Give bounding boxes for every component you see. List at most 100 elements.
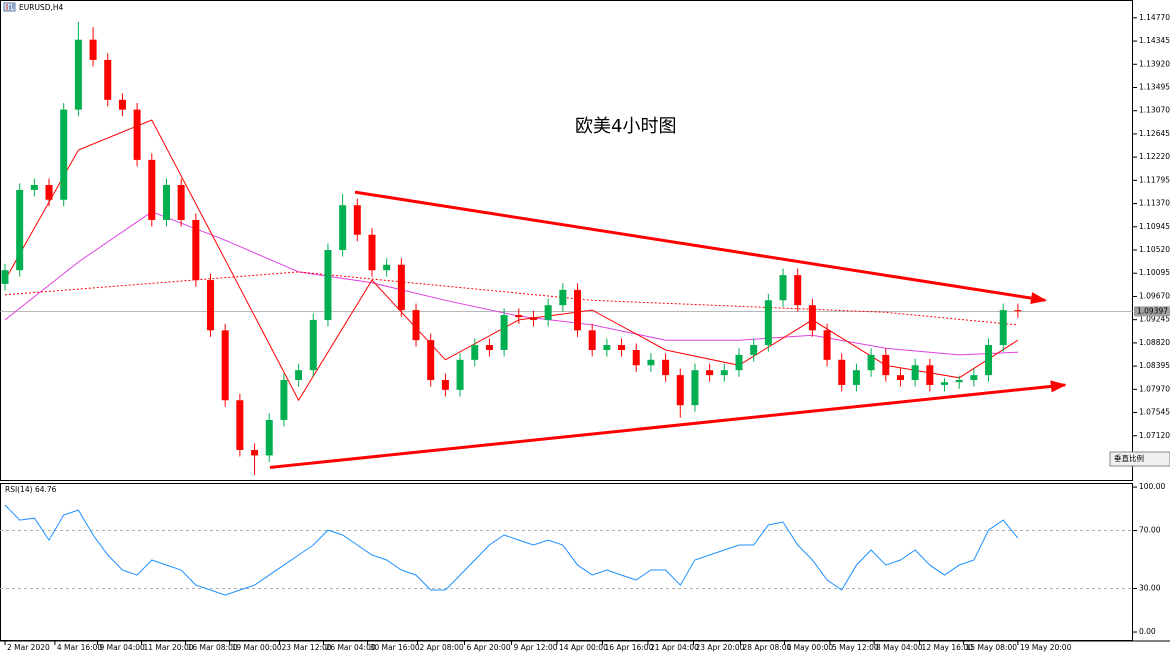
candle-body — [676, 375, 684, 406]
candle-body — [970, 375, 978, 381]
y-tick-label: 0.00 — [1139, 627, 1156, 636]
last-price-box — [1134, 306, 1170, 317]
y-tick-label: 1.07970 — [1139, 384, 1170, 393]
candle-body — [295, 370, 303, 381]
x-tick-label: 4 Mar 16:00 — [57, 643, 103, 652]
rsi-title: RSI(14) 64.76 — [5, 485, 57, 494]
symbol-icon — [3, 2, 16, 12]
candle-body — [427, 340, 435, 381]
candle-body — [603, 345, 611, 350]
x-tick-label: 30 Mar 16:00 — [370, 643, 420, 652]
candle-body — [926, 365, 934, 385]
candle-body — [30, 185, 38, 190]
y-tick-label: 1.13920 — [1139, 59, 1170, 68]
candle-body — [441, 380, 449, 390]
candle-body — [588, 330, 596, 350]
candle-body — [162, 185, 170, 220]
candle-body — [118, 99, 126, 110]
moving-average — [4, 271, 1018, 326]
y-tick-label: 1.13495 — [1139, 82, 1170, 91]
x-tick-label: 16 Apr 16:00 — [604, 643, 653, 652]
y-tick-label: 1.11795 — [1139, 175, 1170, 184]
y-tick-label: 1.13070 — [1139, 106, 1170, 115]
candle-body — [324, 250, 332, 320]
candle-body — [353, 205, 361, 235]
candle-body — [779, 275, 787, 301]
candle-body — [691, 370, 699, 406]
x-tick-label: 15 May 08:00 — [966, 643, 1018, 652]
y-tick-label: 1.12645 — [1139, 129, 1170, 138]
y-tick-label: 1.12220 — [1139, 152, 1170, 161]
y-tick-label: 1.10945 — [1139, 222, 1170, 231]
candle-body — [647, 359, 655, 366]
candle-body — [515, 315, 523, 318]
x-tick-label: 5 May 12:00 — [832, 643, 879, 652]
candle-body — [808, 305, 816, 331]
candle-body — [177, 185, 185, 220]
y-tick-label: 1.09670 — [1139, 291, 1170, 300]
x-tick-label: 6 Apr 20:00 — [466, 643, 510, 652]
candle-body — [559, 289, 567, 306]
x-tick-label: 9 Mar 04:00 — [99, 643, 145, 652]
candle-body — [750, 345, 758, 355]
x-tick-label: 26 Mar 04:00 — [326, 643, 376, 652]
x-tick-label: 8 May 04:00 — [876, 643, 923, 652]
y-tick-label: 30.00 — [1139, 584, 1161, 593]
candle-body — [794, 275, 802, 306]
y-tick-label: 1.08395 — [1139, 361, 1170, 370]
x-tick-label: 21 Apr 04:00 — [650, 643, 699, 652]
last-price-label: 1.09397 — [1137, 306, 1168, 315]
price-pane — [0, 0, 1133, 481]
x-tick-label: 2 Mar 2020 — [7, 643, 50, 652]
candle-body — [280, 380, 288, 420]
candle-body — [16, 189, 24, 271]
candle-body — [412, 310, 420, 341]
candle-body — [207, 280, 215, 331]
candle-body — [999, 310, 1007, 346]
candle-body — [706, 370, 714, 376]
candle-body — [309, 319, 317, 371]
trendline-arrow — [1030, 292, 1048, 305]
trendline — [354, 190, 1046, 302]
candle-body — [368, 234, 376, 271]
candle-body — [867, 354, 875, 371]
candle-body — [60, 109, 68, 200]
candle-body — [251, 449, 259, 456]
candle-body — [985, 345, 993, 376]
rsi-pane — [0, 483, 1133, 641]
candle-body — [574, 289, 582, 331]
candle-body — [133, 109, 141, 160]
candle-body — [764, 300, 772, 346]
y-tick-label: 70.00 — [1139, 526, 1161, 535]
x-tick-label: 23 Apr 20:00 — [695, 643, 744, 652]
x-tick-label: 28 Apr 08:00 — [742, 643, 791, 652]
scale-button-label[interactable]: 垂直比例 — [1114, 453, 1144, 463]
y-tick-label: 1.07120 — [1139, 431, 1170, 440]
candle-body — [838, 359, 846, 385]
annotation: 欧美4小时图 — [575, 116, 676, 137]
candle-body — [955, 380, 963, 383]
y-tick-label: 1.11370 — [1139, 199, 1170, 208]
candle-body — [485, 345, 493, 350]
candle-body — [632, 349, 640, 366]
y-tick-label: 1.10520 — [1139, 245, 1170, 254]
x-tick-label: 19 May 20:00 — [1020, 643, 1072, 652]
x-tick-label: 11 Mar 20:00 — [144, 643, 194, 652]
x-tick-label: 14 Apr 00:00 — [559, 643, 608, 652]
y-tick-label: 100.00 — [1139, 482, 1165, 491]
trendline — [269, 383, 1066, 469]
candle-body — [896, 375, 904, 381]
candle-body — [221, 330, 229, 401]
x-tick-label: 12 May 16:00 — [922, 643, 974, 652]
x-tick-label: 2 Apr 08:00 — [419, 643, 463, 652]
scale-button[interactable]: 垂直比例 — [1109, 451, 1170, 467]
x-tick-label: 23 Mar 12:00 — [282, 643, 332, 652]
candle-body — [911, 365, 919, 381]
candle-body — [383, 264, 391, 271]
y-tick-label: 1.10095 — [1139, 268, 1170, 277]
y-tick-label: 1.09245 — [1139, 315, 1170, 324]
y-tick-label: 1.07545 — [1139, 408, 1170, 417]
x-tick-label: 1 May 00:00 — [786, 643, 833, 652]
candle-body — [662, 359, 670, 376]
candle-body — [1014, 310, 1022, 312]
